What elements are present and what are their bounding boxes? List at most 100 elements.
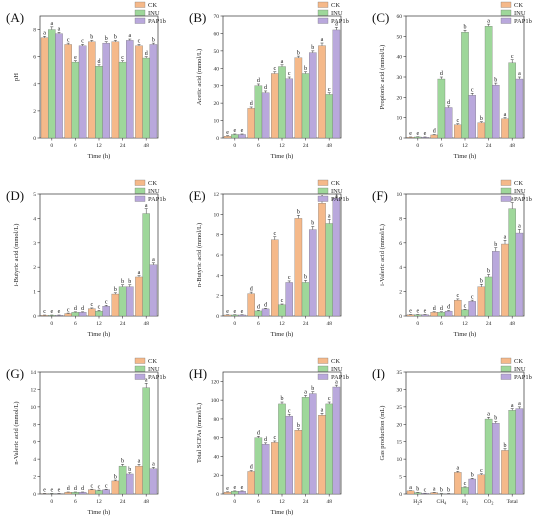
significance-label: b	[114, 474, 117, 480]
bar-inu-0	[414, 492, 422, 495]
x-axis-label: Time (h)	[88, 153, 111, 160]
legend-label: PAP1b	[148, 18, 166, 25]
bar-pap1b-4	[149, 264, 158, 317]
x-axis-label: Time (h)	[271, 509, 294, 516]
bar-pap1b-0	[421, 137, 429, 139]
y-tick-label: 20	[397, 95, 403, 101]
y-tick-label: 12	[31, 387, 37, 393]
significance-label: a	[321, 37, 324, 43]
significance-label: a	[487, 18, 490, 24]
significance-label: d	[447, 100, 450, 106]
significance-label: e	[416, 131, 419, 137]
significance-label: c	[480, 468, 483, 474]
bar-pap1b-3	[309, 52, 317, 139]
significance-label: a	[335, 22, 338, 28]
x-tick-label: 12	[279, 143, 285, 149]
significance-label: a	[138, 459, 141, 465]
bar-ck-1	[64, 313, 72, 317]
chart-panel-1: (B) 0 10 20 30 40 50 60 70 Acetic acid (mmol/L) 0 e…	[189, 1, 349, 160]
y-tick-label: 4	[399, 265, 402, 271]
bar-inu-3	[301, 73, 310, 139]
x-axis-label: Time (h)	[88, 509, 111, 516]
bar-inu-3	[301, 282, 310, 317]
y-tick-label: 50	[214, 49, 220, 55]
y-tick-label: 10	[397, 192, 403, 198]
significance-label: b	[304, 275, 307, 281]
legend-swatch-ck	[134, 179, 146, 186]
x-tick-label: 24	[120, 499, 126, 505]
x-tick-label: 0	[50, 321, 53, 327]
bar-ck-4	[501, 450, 509, 495]
significance-label: a	[518, 71, 521, 77]
significance-label: a	[43, 31, 46, 37]
significance-label: e	[58, 488, 61, 494]
legend-label: PAP1b	[514, 18, 532, 25]
significance-label: a	[335, 379, 338, 385]
legend-label: INU	[148, 188, 160, 195]
y-tick-label: 100	[211, 398, 220, 404]
legend-swatch-ck	[500, 179, 512, 186]
significance-label: c	[81, 39, 84, 45]
bar-ck-1	[247, 108, 255, 139]
y-tick-label: 4	[33, 82, 36, 88]
x-tick-label: CH4	[437, 499, 448, 506]
x-axis-label: Time (h)	[271, 153, 294, 160]
x-tick-label: 0	[233, 321, 236, 327]
bar-pap1b-2	[102, 42, 110, 139]
significance-label: a	[409, 485, 412, 491]
legend-label: PAP1b	[148, 374, 166, 381]
bar-inu-2	[95, 490, 103, 495]
legend-swatch-inu	[134, 365, 146, 372]
bar-pap1b-4	[149, 44, 158, 139]
bar-pap1b-1	[444, 310, 453, 317]
bar-ck-1	[247, 471, 255, 495]
x-tick-label: 6	[257, 143, 260, 149]
panel-letter: (F)	[372, 188, 388, 203]
bar-inu-3	[118, 286, 127, 317]
legend-label: CK	[148, 358, 157, 365]
y-axis-label: i-Valeric acid (mmol/L)	[379, 224, 386, 286]
bar-inu-1	[254, 310, 263, 317]
y-tick-label: 4	[33, 457, 36, 463]
bar-ck-3	[477, 122, 486, 139]
y-tick-label: 10	[31, 405, 37, 411]
bar-ck-1	[430, 312, 438, 317]
bar-pap1b-4	[515, 232, 524, 317]
y-tick-label: 35	[397, 370, 403, 376]
significance-label: b	[464, 24, 467, 30]
significance-label: d	[250, 101, 253, 107]
x-axis-label: Time (h)	[88, 331, 111, 338]
x-tick-label: 24	[303, 321, 309, 327]
bar-inu-1	[437, 78, 446, 139]
significance-label: b	[494, 416, 497, 422]
significance-label: b	[121, 279, 124, 285]
bar-inu-4	[325, 223, 333, 317]
x-tick-label: 12	[279, 321, 285, 327]
legend-swatch-inu	[317, 9, 329, 16]
significance-label: a	[456, 466, 459, 472]
bar-ck-3	[111, 41, 120, 139]
y-tick-label: 4	[216, 273, 219, 279]
bar-ck-1	[430, 492, 438, 495]
legend-swatch-ck	[134, 1, 146, 8]
bar-ck-3	[477, 286, 486, 317]
bar-pap1b-3	[126, 286, 134, 317]
legend-label: INU	[514, 188, 526, 195]
significance-label: b	[297, 423, 300, 429]
bar-pap1b-3	[492, 251, 500, 317]
y-tick-label: 0	[399, 492, 402, 498]
legend-label: CK	[148, 180, 157, 187]
significance-label: e	[424, 309, 427, 315]
bar-pap1b-4	[332, 29, 341, 139]
significance-label: b	[297, 50, 300, 56]
significance-label: b	[114, 287, 117, 293]
legend-label: CK	[331, 180, 340, 187]
legend-swatch-ck	[317, 179, 329, 186]
significance-label: e	[241, 128, 244, 134]
significance-label: b	[297, 210, 300, 216]
bar-pap1b-1	[261, 92, 270, 139]
legend-swatch-ck	[134, 357, 146, 364]
y-tick-label: 0	[216, 314, 219, 320]
legend-swatch-pap1b	[500, 373, 512, 380]
bar-ck-0	[406, 314, 415, 317]
